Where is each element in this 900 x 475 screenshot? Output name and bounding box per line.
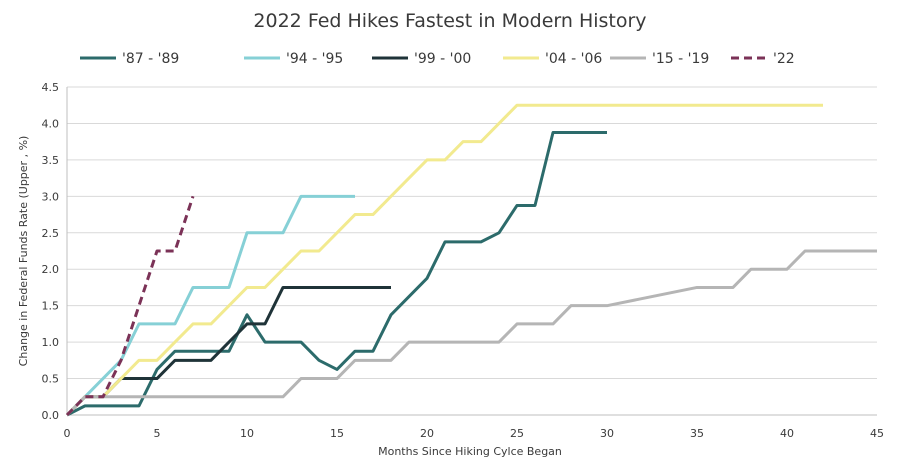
- axes: [66, 87, 877, 416]
- y-tick-label: 3.5: [42, 154, 60, 167]
- legend-label: '94 - '95: [286, 51, 343, 67]
- y-tick-label: 0.5: [42, 373, 60, 386]
- x-tick-label: 15: [330, 427, 344, 440]
- legend-label: '22: [773, 51, 795, 67]
- x-tick-labels: 0 5 10 15 20 25 30 35 40 45: [64, 427, 885, 440]
- x-tick-label: 0: [64, 427, 71, 440]
- x-tick-label: 25: [510, 427, 524, 440]
- y-tick-label: 1.5: [42, 300, 60, 313]
- legend: '87 - '89 '94 - '95 '99 - '00 '04 - '06 '15 …: [80, 51, 795, 67]
- x-tick-label: 40: [780, 427, 794, 440]
- gridlines: [67, 86, 877, 380]
- y-tick-label: 2.5: [42, 227, 60, 240]
- series-line: [65, 195, 195, 417]
- legend-label: '04 - '06: [545, 51, 602, 67]
- y-axis-label: Change in Federal Funds Rate (Upper , %): [17, 136, 30, 367]
- x-tick-label: 35: [690, 427, 704, 440]
- legend-label: '15 - '19: [652, 51, 709, 67]
- y-tick-label: 4.0: [42, 117, 60, 130]
- series-line: [65, 249, 877, 417]
- y-tick-label: 1.0: [42, 336, 60, 349]
- x-tick-label: 45: [870, 427, 884, 440]
- series-line: [65, 194, 355, 417]
- x-tick-label: 10: [240, 427, 254, 440]
- y-tick-label: 4.5: [42, 81, 60, 94]
- x-axis-label: Months Since Hiking Cylce Began: [378, 445, 562, 458]
- y-tick-label: 2.0: [42, 263, 60, 276]
- x-tick-label: 5: [154, 427, 161, 440]
- y-tick-labels: 0.0 0.5 1.0 1.5 2.0 2.5 3.0 3.5 4.0 4.5: [42, 81, 60, 422]
- legend-label: '99 - '00: [414, 51, 471, 67]
- x-tick-label: 30: [600, 427, 614, 440]
- series-lines: [65, 103, 877, 417]
- series-line: [66, 131, 607, 417]
- series-line: [65, 103, 823, 417]
- y-tick-label: 3.0: [42, 190, 60, 203]
- chart-title: 2022 Fed Hikes Fastest in Modern History: [253, 10, 646, 32]
- legend-label: '87 - '89: [122, 51, 179, 67]
- y-tick-label: 0.0: [42, 409, 60, 422]
- x-tick-label: 20: [420, 427, 434, 440]
